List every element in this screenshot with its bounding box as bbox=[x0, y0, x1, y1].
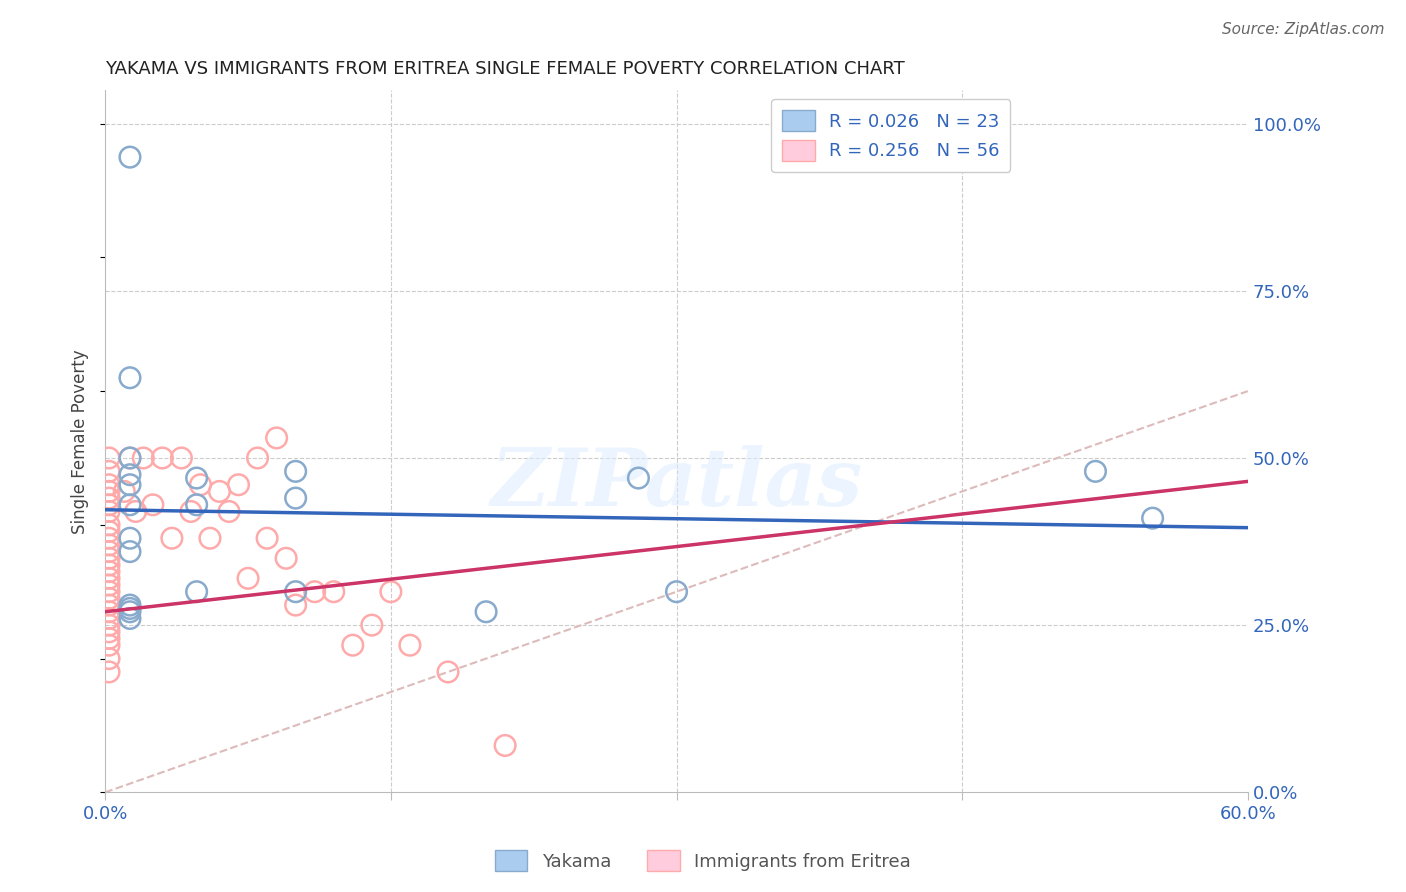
Text: YAKAMA VS IMMIGRANTS FROM ERITREA SINGLE FEMALE POVERTY CORRELATION CHART: YAKAMA VS IMMIGRANTS FROM ERITREA SINGLE… bbox=[105, 60, 905, 78]
Text: Source: ZipAtlas.com: Source: ZipAtlas.com bbox=[1222, 22, 1385, 37]
Point bbox=[98, 605, 121, 619]
Point bbox=[118, 611, 141, 625]
Point bbox=[98, 571, 121, 585]
Point bbox=[98, 450, 121, 465]
Point bbox=[98, 464, 121, 478]
Point bbox=[98, 551, 121, 566]
Point bbox=[118, 477, 141, 491]
Point bbox=[132, 450, 155, 465]
Text: ZIPatlas: ZIPatlas bbox=[491, 444, 863, 522]
Point bbox=[98, 618, 121, 632]
Point bbox=[98, 538, 121, 552]
Point bbox=[98, 524, 121, 539]
Point bbox=[98, 598, 121, 612]
Point bbox=[98, 498, 121, 512]
Point bbox=[208, 484, 231, 499]
Point bbox=[494, 739, 516, 753]
Point bbox=[186, 471, 208, 485]
Point bbox=[218, 504, 240, 518]
Point bbox=[98, 584, 121, 599]
Point bbox=[118, 544, 141, 558]
Point bbox=[236, 571, 259, 585]
Point bbox=[98, 544, 121, 558]
Point bbox=[98, 491, 121, 505]
Point bbox=[118, 605, 141, 619]
Point bbox=[322, 584, 344, 599]
Point bbox=[180, 504, 202, 518]
Legend: R = 0.026   N = 23, R = 0.256   N = 56: R = 0.026 N = 23, R = 0.256 N = 56 bbox=[770, 99, 1011, 171]
Point bbox=[98, 531, 121, 545]
Point bbox=[284, 464, 307, 478]
Point bbox=[284, 584, 307, 599]
Point bbox=[190, 477, 212, 491]
Point bbox=[118, 467, 141, 482]
Point bbox=[118, 531, 141, 545]
Point bbox=[284, 598, 307, 612]
Point bbox=[475, 605, 498, 619]
Point bbox=[627, 471, 650, 485]
Point bbox=[1142, 511, 1164, 525]
Point bbox=[304, 584, 326, 599]
Point bbox=[160, 531, 183, 545]
Point bbox=[98, 504, 121, 518]
Point bbox=[150, 450, 173, 465]
Point bbox=[112, 484, 135, 499]
Legend: Yakama, Immigrants from Eritrea: Yakama, Immigrants from Eritrea bbox=[488, 843, 918, 879]
Point bbox=[198, 531, 221, 545]
Point bbox=[360, 618, 382, 632]
Point bbox=[125, 504, 148, 518]
Point bbox=[186, 498, 208, 512]
Point bbox=[399, 638, 422, 652]
Point bbox=[98, 651, 121, 665]
Point bbox=[98, 517, 121, 532]
Point bbox=[1084, 464, 1107, 478]
Point bbox=[98, 477, 121, 491]
Point bbox=[186, 584, 208, 599]
Point bbox=[118, 601, 141, 615]
Point bbox=[380, 584, 402, 599]
Point bbox=[98, 484, 121, 499]
Point bbox=[228, 477, 250, 491]
Point bbox=[98, 632, 121, 646]
Point bbox=[118, 450, 141, 465]
Y-axis label: Single Female Poverty: Single Female Poverty bbox=[72, 349, 89, 533]
Point bbox=[98, 558, 121, 572]
Point bbox=[118, 598, 141, 612]
Point bbox=[665, 584, 688, 599]
Point bbox=[256, 531, 278, 545]
Point bbox=[437, 665, 460, 679]
Point bbox=[266, 431, 288, 445]
Point bbox=[284, 491, 307, 505]
Point bbox=[118, 450, 141, 465]
Point bbox=[98, 624, 121, 639]
Point bbox=[118, 150, 141, 164]
Point bbox=[142, 498, 165, 512]
Point bbox=[276, 551, 298, 566]
Point bbox=[98, 611, 121, 625]
Point bbox=[170, 450, 193, 465]
Point bbox=[246, 450, 269, 465]
Point bbox=[118, 498, 141, 512]
Point bbox=[342, 638, 364, 652]
Point bbox=[98, 565, 121, 579]
Point bbox=[98, 591, 121, 606]
Point bbox=[98, 578, 121, 592]
Point bbox=[118, 370, 141, 384]
Point bbox=[98, 638, 121, 652]
Point bbox=[98, 665, 121, 679]
